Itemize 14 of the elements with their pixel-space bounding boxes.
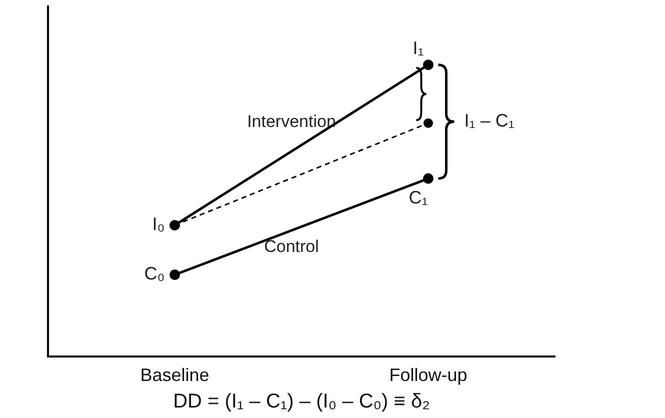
annotation: I₁ – C₁ [464, 110, 514, 131]
annotation: C₁ [408, 188, 428, 208]
point [423, 60, 434, 70]
annotation: I₀ [152, 214, 165, 234]
annotation: C₀ [144, 264, 165, 284]
x-tick-label: Baseline [140, 365, 210, 386]
annotation: I₁ [412, 38, 424, 58]
series-label: Intervention [247, 112, 336, 132]
series-label: Control [264, 236, 319, 256]
point [170, 270, 180, 280]
point [424, 118, 433, 128]
x-tick-label: Follow-up [389, 365, 468, 386]
x-axis-title: DD = (I₁ – C₁) – (I₀ – C₀) ≡ δ₂ [173, 390, 430, 413]
point [423, 173, 434, 184]
